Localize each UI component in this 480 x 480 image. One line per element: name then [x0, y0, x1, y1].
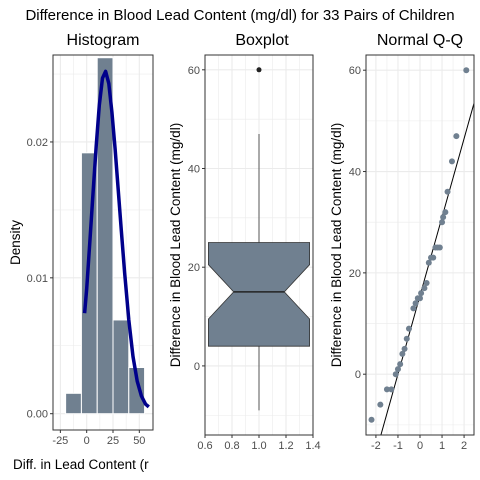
y-axis-title: Density: [8, 220, 23, 265]
qq-point: [417, 295, 423, 302]
plot-border: [52, 54, 154, 431]
outlier-point: [256, 67, 262, 73]
x-tick-label: 0: [417, 440, 423, 452]
x-tick-label: 0.8: [224, 440, 239, 452]
y-axis-title: Difference in Blood Lead Content (mg/dl): [168, 123, 183, 367]
histogram-bar: [128, 367, 146, 415]
qq-point: [405, 325, 412, 332]
histogram-bar: [112, 319, 130, 415]
x-tick-label: 50: [133, 435, 145, 447]
qq-point: [439, 219, 446, 226]
qq-point: [430, 254, 437, 261]
x-tick-label: 0: [84, 435, 90, 447]
qq-point: [463, 67, 470, 74]
x-tick-label: 1: [439, 440, 445, 452]
y-tick-label: 40: [349, 167, 361, 179]
qq-point: [440, 214, 447, 221]
x-tick-label: 1.4: [305, 440, 320, 452]
x-tick-label: 1.0: [251, 440, 266, 452]
histogram-bar: [65, 392, 82, 415]
y-tick-label: 60: [188, 65, 200, 77]
y-tick-label: 60: [349, 65, 361, 77]
y-tick-label: 0.01: [27, 273, 48, 285]
y-tick-label: 0: [355, 369, 361, 381]
x-tick-label: 25: [107, 435, 119, 447]
y-tick-label: 20: [349, 268, 361, 280]
x-tick-label: -1: [393, 440, 403, 452]
x-tick-label: -25: [52, 435, 68, 447]
qq-point: [394, 366, 401, 373]
y-tick-label: 0.02: [27, 137, 48, 149]
qq-point: [368, 416, 375, 423]
qq-point: [392, 371, 399, 378]
qq-point: [397, 361, 404, 368]
qq-point: [436, 244, 443, 251]
qq-point: [453, 133, 460, 140]
qq-point: [401, 345, 408, 352]
qq-point: [448, 158, 455, 165]
y-tick-label: 0.00: [27, 409, 48, 421]
qq-point: [410, 305, 417, 312]
qq-point: [418, 290, 425, 297]
x-tick-label: 2: [461, 440, 467, 452]
y-tick-label: 0: [194, 361, 200, 373]
x-tick-label: 1.2: [278, 440, 293, 452]
qq-point: [388, 386, 395, 393]
qq-point: [403, 335, 410, 342]
histogram-title: Histogram: [67, 32, 140, 49]
x-tick-label: 0.6: [197, 440, 212, 452]
y-axis-title: Difference in Blood Lead Content (mg/dl): [329, 123, 344, 367]
histogram-panel: Histogram 0.00 0.01 0.02 -25 0 25 50 Diff. in Le…: [8, 32, 154, 472]
box-body: [207, 242, 311, 347]
y-tick-label: 40: [188, 164, 200, 176]
boxplot-title: Boxplot: [235, 32, 289, 49]
qq-point: [377, 401, 384, 408]
histogram-bar: [96, 57, 114, 415]
qq-point: [421, 285, 428, 292]
boxplot-panel: Boxplot 0 20 40 60 0.6 0.8 1.0 1.2 1.4 Difference …: [168, 32, 321, 452]
qq-plot-panel: Normal Q-Q 0 20 40 60 -2 -1 0 1 2 Difference in Bl…: [329, 32, 475, 452]
density-curve: [82, 69, 150, 409]
qq-point: [383, 386, 390, 393]
qq-point: [444, 188, 451, 195]
qq-point: [423, 280, 430, 286]
x-tick-label: -2: [371, 440, 381, 452]
qq-point: [399, 350, 406, 357]
y-tick-label: 20: [188, 262, 200, 274]
qq-title: Normal Q-Q: [377, 32, 463, 49]
qq-point: [412, 300, 419, 307]
x-axis-title: Diff. in Lead Content (r: [13, 457, 149, 472]
figure-title: Difference in Blood Lead Content (mg/dl)…: [25, 7, 454, 24]
qq-point: [425, 259, 432, 266]
qq-point: [442, 209, 449, 216]
